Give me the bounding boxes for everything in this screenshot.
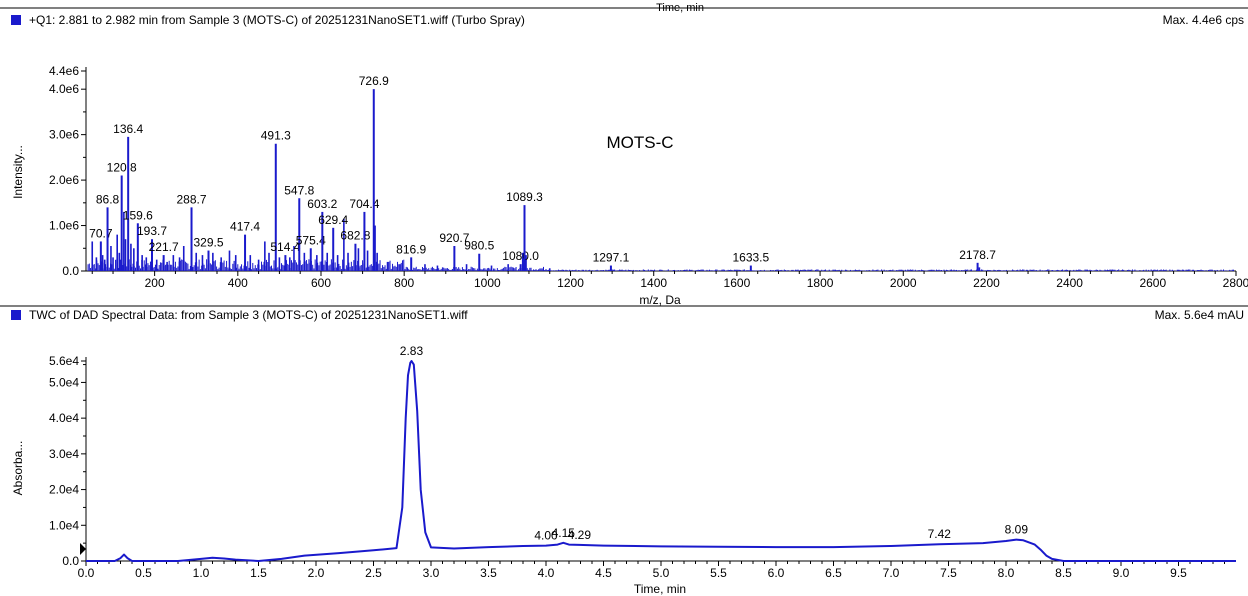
uv-y-axis-label: Absorba... <box>11 441 25 496</box>
ms-y-tick-label: 3.0e6 <box>49 128 79 142</box>
uv-x-tick-label: 0.5 <box>135 566 152 580</box>
uv-peak-label-7.42: 7.42 <box>928 527 952 541</box>
uv-peak-label-4.15: 4.15 <box>552 526 576 540</box>
ms-y-tick-label: 4.4e6 <box>49 64 79 78</box>
ms-x-tick-label: 800 <box>394 276 414 290</box>
uv-x-tick-label: 4.5 <box>595 566 612 580</box>
ms-series-marker <box>11 15 21 25</box>
ms-x-tick-label: 1400 <box>640 276 667 290</box>
uv-x-tick-label: 8.0 <box>998 566 1015 580</box>
uv-peak-label-2.83: 2.83 <box>400 344 424 358</box>
ms-max-label: Max. 4.4e6 cps <box>1163 13 1244 27</box>
ms-peak-label-629.4: 629.4 <box>318 213 348 227</box>
ms-y-tick-label: 1.0e6 <box>49 219 79 233</box>
ms-x-tick-label: 1000 <box>474 276 501 290</box>
uv-peak-label-4.29: 4.29 <box>568 528 592 542</box>
uv-x-tick-label: 1.0 <box>193 566 210 580</box>
ms-peak-label-136.4: 136.4 <box>113 122 143 136</box>
ms-peak-label-682.8: 682.8 <box>340 229 370 243</box>
uv-header: TWC of DAD Spectral Data: from Sample 3 … <box>29 308 468 322</box>
uv-y-tick-label: 1.0e4 <box>49 518 79 532</box>
uv-max-label: Max. 5.6e4 mAU <box>1155 308 1244 322</box>
ms-peak-label-2178.7: 2178.7 <box>959 248 996 262</box>
ms-x-tick-label: 200 <box>145 276 165 290</box>
uv-y-tick-label: 4.0e4 <box>49 411 79 425</box>
ms-annotation: MOTS-C <box>606 133 673 152</box>
ms-peak-label-70.7: 70.7 <box>89 226 113 240</box>
uv-x-tick-label: 0.0 <box>78 566 95 580</box>
ms-peak-label-159.6: 159.6 <box>123 208 153 222</box>
ms-peak-label-491.3: 491.3 <box>261 129 291 143</box>
uv-x-tick-label: 8.5 <box>1055 566 1072 580</box>
uv-x-tick-label: 2.0 <box>308 566 325 580</box>
ms-x-tick-label: 2800 <box>1223 276 1248 290</box>
uv-trace-group: 2.83 4.004.154.29 7.42 8.09 <box>86 344 1236 562</box>
uv-y-tick-label: 0.0 <box>62 554 79 568</box>
uv-y-tick-label: 2.0e4 <box>49 483 79 497</box>
uv-x-tick-label: 9.5 <box>1170 566 1187 580</box>
uv-trace-line <box>86 360 1236 562</box>
ms-x-tick-label: 1800 <box>807 276 834 290</box>
ms-x-tick-label: 400 <box>228 276 248 290</box>
ms-peak-label-603.2: 603.2 <box>307 197 337 211</box>
ms-x-axis-label: m/z, Da <box>639 293 681 307</box>
uv-x-tick-label: 7.0 <box>883 566 900 580</box>
ms-x-tick-label: 600 <box>311 276 331 290</box>
ms-peak-label-86.8: 86.8 <box>96 192 120 206</box>
ms-peak-label-726.9: 726.9 <box>359 74 389 88</box>
uv-x-axis-label: Time, min <box>634 582 686 596</box>
uv-x-tick-label: 3.0 <box>423 566 440 580</box>
ms-y-tick-label: 2.0e6 <box>49 173 79 187</box>
ms-peak-label-1633.5: 1633.5 <box>732 251 769 265</box>
ms-y-tick-label: 0.0 <box>62 264 79 278</box>
uv-peak-label-8.09: 8.09 <box>1005 523 1029 537</box>
ms-peak-label-120.8: 120.8 <box>107 161 137 175</box>
uv-y-tick-label: 5.0e4 <box>49 375 79 389</box>
ms-x-tick-label: 1600 <box>724 276 751 290</box>
ms-peak-label-329.5: 329.5 <box>193 236 223 250</box>
ms-peak-label-980.5: 980.5 <box>464 239 494 253</box>
ms-x-tick-label: 1200 <box>557 276 584 290</box>
ms-x-tick-label: 2600 <box>1139 276 1166 290</box>
ms-peak-label-417.4: 417.4 <box>230 220 260 234</box>
ms-peaks: 70.7 86.8 120.8 136.4 159.6 193.7 221.7 288.7 32… <box>87 74 1235 271</box>
uv-x-tick-label: 1.5 <box>250 566 267 580</box>
ms-peak-label-221.7: 221.7 <box>149 240 179 254</box>
ms-peak-label-193.7: 193.7 <box>137 224 167 238</box>
uv-axes: 0.0 0.5 1.0 1.5 2.0 2.5 3.0 3.5 4.0 4.5 5.0 5.5 6.0 6… <box>49 354 1236 580</box>
uv-x-tick-label: 6.5 <box>825 566 842 580</box>
uv-x-tick-label: 5.0 <box>653 566 670 580</box>
ms-header: +Q1: 2.881 to 2.982 min from Sample 3 (M… <box>29 13 525 27</box>
ms-peak-label-704.4: 704.4 <box>349 197 379 211</box>
ms-peak-label-1089.3: 1089.3 <box>506 190 543 204</box>
ms-peak-label-920.7: 920.7 <box>439 231 469 245</box>
uv-y-tick-label: 5.6e4 <box>49 354 79 368</box>
ms-peak-label-1297.1: 1297.1 <box>593 251 630 265</box>
ms-peak-label-514.4: 514.4 <box>270 240 300 254</box>
uv-x-tick-label: 4.0 <box>538 566 555 580</box>
ms-peak-label-816.9: 816.9 <box>396 242 426 256</box>
uv-x-tick-label: 3.5 <box>480 566 497 580</box>
uv-series-marker <box>11 310 21 320</box>
uv-x-tick-label: 9.0 <box>1113 566 1130 580</box>
mass-spectrum-panel: +Q1: 2.881 to 2.982 min from Sample 3 (M… <box>11 13 1248 307</box>
ms-peak-label-575.4: 575.4 <box>296 233 326 247</box>
ms-y-axis-label: Intensity... <box>11 145 25 199</box>
ms-x-tick-label: 2200 <box>973 276 1000 290</box>
ms-x-tick-label: 2000 <box>890 276 917 290</box>
ms-x-tick-label: 2400 <box>1056 276 1083 290</box>
uv-start-marker <box>80 543 86 555</box>
uv-x-tick-label: 5.5 <box>710 566 727 580</box>
uv-x-tick-label: 2.5 <box>365 566 382 580</box>
ms-peak-label-547.8: 547.8 <box>284 183 314 197</box>
uv-peak-label-4.00: 4.00 <box>534 529 558 543</box>
ms-peak-label-1080.0: 1080.0 <box>502 249 539 263</box>
ms-peak-label-288.7: 288.7 <box>177 192 207 206</box>
uv-x-tick-label: 6.0 <box>768 566 785 580</box>
uv-x-tick-label: 7.5 <box>940 566 957 580</box>
chromatogram-panel: TWC of DAD Spectral Data: from Sample 3 … <box>11 308 1244 596</box>
uv-y-tick-label: 3.0e4 <box>49 447 79 461</box>
ms-y-tick-label: 4.0e6 <box>49 82 79 96</box>
